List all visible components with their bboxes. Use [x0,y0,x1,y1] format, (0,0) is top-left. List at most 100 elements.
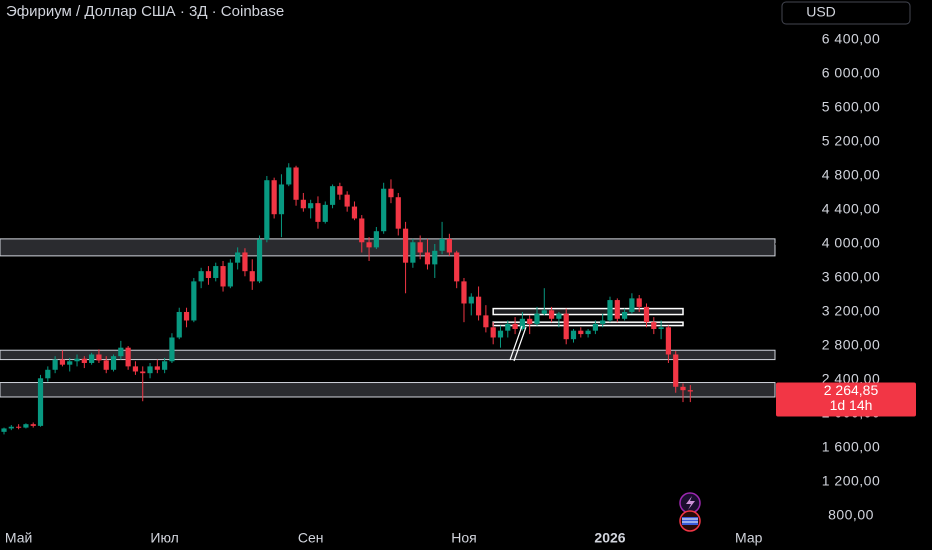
currency-button[interactable] [781,1,911,25]
y-tick-label: 5 600,00 [822,99,881,115]
candle-body [344,194,350,207]
candle-body [220,266,226,287]
candle-body [381,188,387,232]
candle-body [402,228,409,263]
candle-body [417,242,423,253]
candle-body [256,239,263,282]
candle-body [395,197,401,229]
candle-body [446,238,452,253]
candle-body [271,180,277,215]
y-tick-label: 1 600,00 [822,439,881,455]
candle-body [16,426,22,428]
candle-body [8,426,14,429]
indicator-icons [679,492,701,532]
y-tick-label: 4 800,00 [822,167,881,183]
candle-body [680,386,686,391]
candle-body [665,327,672,355]
candle-body [373,231,379,248]
candle-body [89,354,95,363]
candle-body [329,186,336,205]
candle-body [183,311,190,321]
x-tick-label: 2026 [594,530,625,546]
candle-body [293,167,299,200]
candle-body [534,313,540,324]
candle-body [96,354,102,361]
x-tick-label: Сен [298,530,324,546]
y-tick-label: 2 800,00 [822,337,881,353]
candle-body [475,296,482,316]
candle-body [118,347,124,357]
candle-body [497,330,504,338]
y-tick-label: 3 600,00 [822,269,881,285]
plot [0,163,776,435]
candle-body [512,323,518,329]
candle-body [140,371,146,374]
candle-body [607,300,613,321]
candle-body [132,366,139,372]
candle-body [614,300,620,319]
candle-body [651,322,657,329]
candle-body [461,281,467,304]
x-tick-label: Мар [735,530,763,546]
candle-body [81,358,87,363]
candle-body [359,218,365,243]
candle-body [424,252,431,265]
candle-body [110,356,117,370]
candle-body [249,271,255,282]
candle-body [30,424,36,426]
candle-body [23,424,29,428]
candle-body [278,184,285,215]
candle-body [351,206,358,219]
candle-body [264,180,270,240]
candle-body [308,203,314,209]
candle-body [315,203,321,222]
candle-body [563,313,569,340]
candle-body [286,167,292,185]
candle-body [242,252,248,272]
candle-body [176,311,182,338]
y-tick-label: 6 000,00 [822,65,881,81]
candle-body [300,199,306,209]
candle-body [519,318,525,329]
candle-body [592,323,598,331]
candle-body [74,358,80,362]
candle-body [162,361,168,370]
candle-body [213,266,219,278]
candle-body [527,318,533,324]
candle-body [541,310,547,314]
candle-body [337,186,343,195]
candle-body [673,354,679,387]
y-tick-label: 5 200,00 [822,133,881,149]
drawing [509,325,527,362]
candle-body [687,390,693,392]
y-tick-label: 800,00 [828,507,874,523]
candle-body [629,298,635,312]
x-tick-label: Май [5,530,32,546]
candle-body [1,428,7,432]
candle-body [205,271,212,278]
candle-body [366,242,372,248]
currency-label[interactable]: USD [806,4,836,20]
candle-body [45,369,51,379]
y-tick-label: 4 400,00 [822,201,881,217]
countdown: 1d 14h [830,397,873,413]
candle-body [103,360,109,370]
candle-body [432,250,438,265]
price-tag [776,382,916,417]
candle-body [548,310,555,319]
chart-title: Эфириум / Доллар США · 3Д · Coinbase [6,3,284,20]
x-tick-label: Ноя [451,530,476,546]
candle-body [439,238,445,251]
candle-body [191,281,197,321]
candle-body [410,242,416,263]
candle-body [570,330,577,340]
candle-body [505,323,511,331]
candle-body [468,296,474,304]
y-tick-label: 6 400,00 [822,31,881,47]
zone [0,382,776,398]
zone [0,349,776,361]
y-tick-label: 4 000,00 [822,235,881,251]
candle-body [578,330,584,335]
candle-body [59,359,66,365]
